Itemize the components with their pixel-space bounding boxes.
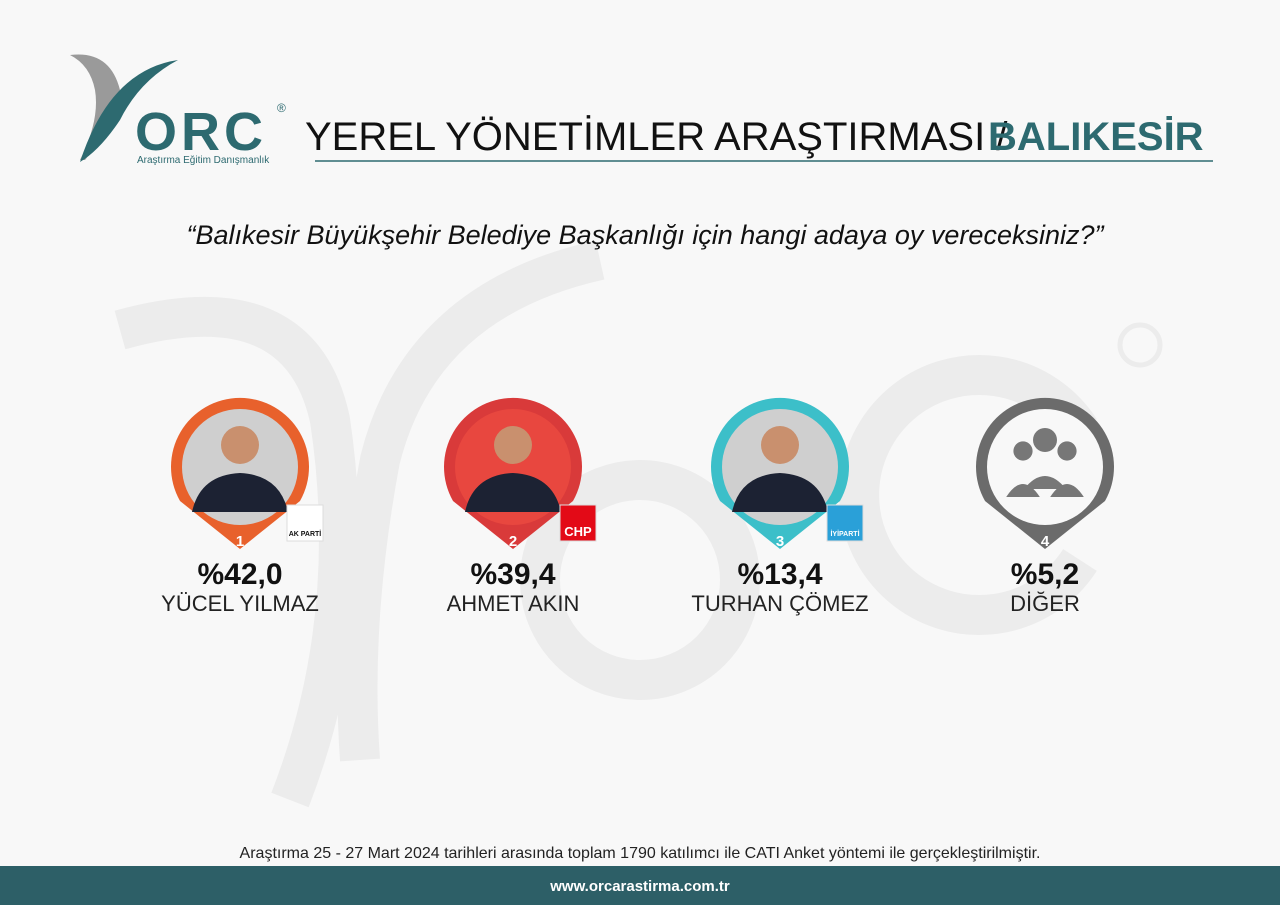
footer-bar <box>0 866 1280 905</box>
candidate-name: DİĞER <box>1010 591 1080 616</box>
party-name: İYİPARTİ <box>830 530 859 538</box>
title: YEREL YÖNETİMLER ARAŞTIRMASI / <box>305 114 1008 159</box>
party-logo <box>286 504 324 542</box>
photo-head <box>494 426 532 464</box>
footer-url[interactable]: www.orcarastirma.com.tr <box>549 878 730 895</box>
photo-head <box>221 426 259 464</box>
share: %39,4 <box>470 558 555 591</box>
logo: ORC ® Araştırma Eğitim Danışmanlık <box>70 54 286 166</box>
logo-brand: ORC <box>135 102 267 162</box>
share: %13,4 <box>737 558 822 591</box>
party-name: AK PARTİ <box>289 530 322 538</box>
people-icon-body <box>1024 476 1066 489</box>
candidate-name: TURHAN ÇÖMEZ <box>691 591 868 616</box>
photo-body <box>465 473 561 512</box>
watermark <box>114 240 1163 808</box>
share: %5,2 <box>1011 558 1079 591</box>
photo-body <box>192 473 288 512</box>
people-icon-head <box>1013 441 1033 461</box>
people-icon-head <box>1033 428 1057 452</box>
people-icon-head <box>1057 441 1077 461</box>
rank: 2 <box>509 533 517 550</box>
question: “Balıkesir Büyükşehir Belediye Başkanlığ… <box>187 220 1105 250</box>
share: %42,0 <box>197 558 282 591</box>
candidate-name: YÜCEL YILMAZ <box>161 591 319 616</box>
footer-note: Araştırma 25 - 27 Mart 2024 tarihleri ar… <box>240 845 1041 862</box>
photo-head <box>761 426 799 464</box>
logo-reg: ® <box>277 101 286 115</box>
photo-body <box>732 473 828 512</box>
party-name: CHP <box>564 524 592 539</box>
party-logo <box>559 504 597 542</box>
logo-tagline: Araştırma Eğitim Danışmanlık <box>137 155 270 166</box>
party-logo <box>826 504 864 542</box>
rank: 3 <box>776 533 784 550</box>
rank: 1 <box>236 533 244 550</box>
photo-bg <box>987 409 1103 525</box>
rank: 4 <box>1041 533 1050 550</box>
region: BALIKESİR <box>988 115 1204 159</box>
candidate-name: AHMET AKIN <box>447 591 580 616</box>
